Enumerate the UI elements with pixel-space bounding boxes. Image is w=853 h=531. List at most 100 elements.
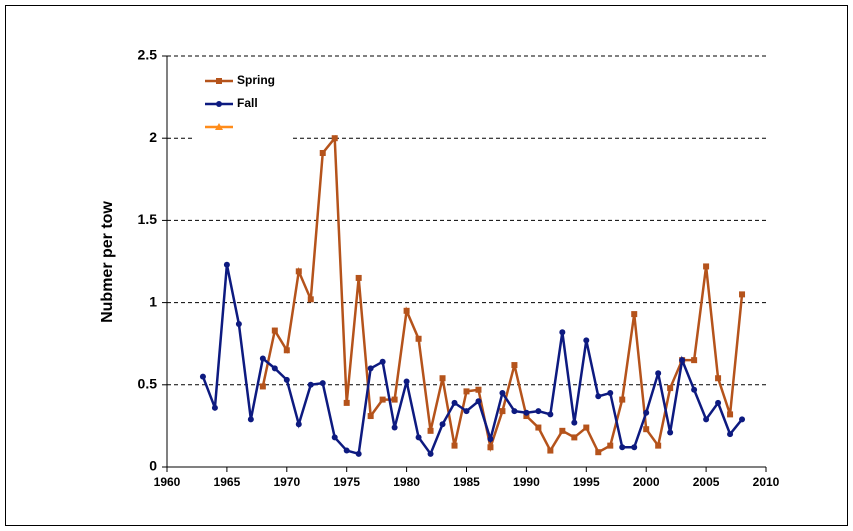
marker <box>727 411 734 418</box>
marker <box>319 149 326 156</box>
x-tick-label: 1970 <box>273 475 300 489</box>
marker <box>667 385 674 392</box>
marker <box>487 444 494 451</box>
marker <box>391 396 398 403</box>
marker <box>307 381 314 388</box>
marker <box>475 398 482 405</box>
y-tick-label: 1 <box>149 293 157 309</box>
marker <box>691 357 698 364</box>
marker <box>403 378 410 385</box>
marker <box>379 358 386 365</box>
marker <box>271 365 278 372</box>
marker <box>715 399 722 406</box>
marker <box>259 355 266 362</box>
marker <box>691 386 698 393</box>
marker <box>643 409 650 416</box>
marker <box>703 263 710 270</box>
marker <box>199 373 206 380</box>
marker <box>379 396 386 403</box>
marker <box>523 413 530 420</box>
marker <box>703 416 710 423</box>
x-tick-label: 1980 <box>393 475 420 489</box>
x-tick-label: 1975 <box>333 475 360 489</box>
marker <box>559 329 566 336</box>
marker <box>607 390 614 397</box>
legend-label: Spring <box>237 73 275 87</box>
marker <box>235 320 242 327</box>
marker <box>271 327 278 334</box>
marker <box>499 390 506 397</box>
marker <box>463 408 470 415</box>
x-tick-label: 2010 <box>753 475 780 489</box>
y-axis-label: Nubmer per tow <box>99 201 116 323</box>
marker <box>343 399 350 406</box>
x-tick-label: 1995 <box>573 475 600 489</box>
marker <box>535 408 542 415</box>
marker <box>631 311 638 318</box>
marker <box>403 307 410 314</box>
marker <box>499 408 506 415</box>
marker <box>631 444 638 451</box>
marker <box>679 357 686 364</box>
marker <box>463 388 470 395</box>
marker <box>247 416 254 423</box>
marker <box>355 450 362 457</box>
marker <box>583 337 590 344</box>
marker <box>655 370 662 377</box>
x-tick-label: 1985 <box>453 475 480 489</box>
marker <box>451 399 458 406</box>
marker <box>295 421 302 428</box>
marker <box>415 434 422 441</box>
marker <box>367 413 374 420</box>
marker <box>643 426 650 433</box>
marker <box>547 411 554 418</box>
marker <box>216 101 222 107</box>
marker <box>535 424 542 431</box>
marker <box>439 421 446 428</box>
marker <box>739 291 746 298</box>
x-tick-label: 2000 <box>633 475 660 489</box>
marker <box>331 135 338 142</box>
marker <box>223 261 230 268</box>
y-tick-label: 0 <box>149 458 157 474</box>
marker <box>215 123 223 130</box>
marker <box>415 335 422 342</box>
marker <box>295 268 302 275</box>
marker <box>451 442 458 449</box>
marker <box>595 449 602 456</box>
marker <box>619 444 626 451</box>
marker <box>487 436 494 443</box>
marker <box>571 434 578 441</box>
x-tick-label: 1990 <box>513 475 540 489</box>
marker <box>343 447 350 454</box>
series-line <box>201 264 744 457</box>
marker <box>571 419 578 426</box>
marker <box>511 408 518 415</box>
marker <box>355 274 362 281</box>
marker <box>559 427 566 434</box>
marker <box>511 362 518 369</box>
y-tick-label: 0.5 <box>138 376 158 392</box>
marker <box>583 424 590 431</box>
x-tick-label: 2005 <box>693 475 720 489</box>
marker <box>619 396 626 403</box>
y-tick-label: 2 <box>149 129 157 145</box>
marker <box>655 442 662 449</box>
y-tick-label: 2.5 <box>138 47 158 63</box>
x-tick-label: 1960 <box>154 475 181 489</box>
marker <box>475 386 482 393</box>
marker <box>367 365 374 372</box>
y-tick-label: 1.5 <box>138 211 158 227</box>
marker <box>211 404 218 411</box>
marker <box>319 380 326 387</box>
marker <box>595 393 602 400</box>
marker <box>727 431 734 438</box>
marker <box>439 375 446 382</box>
marker <box>391 424 398 431</box>
marker <box>216 78 222 84</box>
marker <box>607 442 614 449</box>
marker <box>427 427 434 434</box>
marker <box>331 434 338 441</box>
legend-label: Fall <box>237 96 258 110</box>
